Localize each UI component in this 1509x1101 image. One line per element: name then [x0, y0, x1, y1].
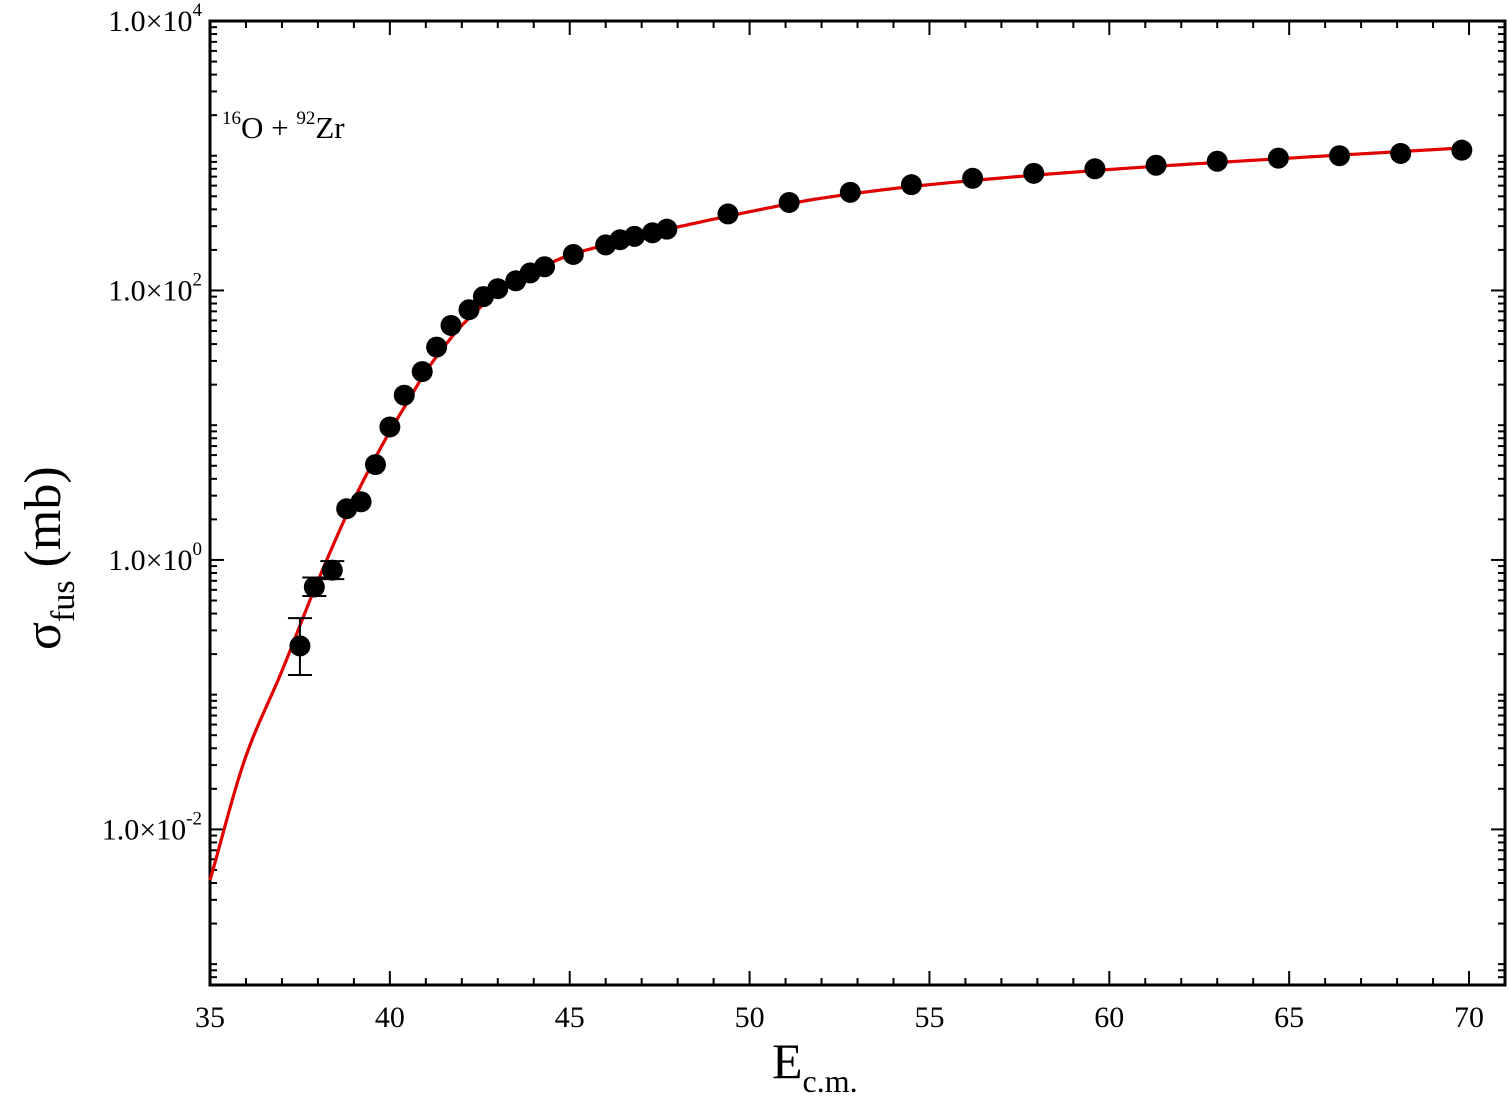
data-point — [1390, 142, 1412, 164]
x-tick-label: 70 — [1454, 1001, 1484, 1034]
data-point — [426, 336, 448, 358]
y-axis-title: σfus (mb) — [15, 466, 82, 650]
data-points-layer — [287, 139, 1473, 676]
plot-frame — [208, 19, 1507, 987]
data-point — [379, 416, 401, 438]
data-point — [1267, 147, 1289, 169]
data-point — [900, 174, 922, 196]
data-point — [303, 576, 325, 598]
data-point — [440, 314, 462, 336]
x-tick-label: 40 — [375, 1001, 405, 1034]
data-point — [623, 225, 645, 247]
data-point — [656, 218, 678, 240]
data-point — [839, 181, 861, 203]
data-point — [350, 491, 372, 513]
annotation-plus: + — [263, 110, 296, 145]
axis-ticks — [209, 20, 1506, 986]
annotation-mass1: 16 — [222, 108, 241, 129]
data-point — [487, 278, 509, 300]
data-point — [962, 167, 984, 189]
x-tick-label: 35 — [195, 1001, 225, 1034]
data-point — [1329, 145, 1351, 167]
reaction-annotation: 16O + 92Zr — [222, 108, 345, 145]
x-tick-label: 65 — [1274, 1001, 1304, 1034]
x-tick-labels: 35 40 45 50 55 60 65 70 — [195, 1001, 1484, 1034]
y-axis-title-sub: fus — [45, 580, 82, 622]
data-point — [1206, 150, 1228, 172]
data-point — [534, 256, 556, 278]
fit-curve — [208, 145, 1470, 881]
x-tick-label: 50 — [735, 1001, 765, 1034]
data-point — [289, 635, 311, 657]
x-tick-label: 55 — [914, 1001, 944, 1034]
x-axis-title-main: E — [772, 1033, 803, 1089]
y-tick-label: 1.0×100 — [108, 539, 202, 577]
data-point — [562, 243, 584, 265]
data-point — [717, 203, 739, 225]
data-point — [411, 361, 433, 383]
x-tick-label: 45 — [555, 1001, 585, 1034]
annotation-element1: O — [241, 110, 263, 145]
data-point — [1023, 162, 1045, 184]
data-point — [393, 384, 415, 406]
y-tick-labels: 1.0×104 1.0×102 1.0×100 1.0×10-2 — [102, 0, 203, 846]
y-axis-title-rest: (mb) — [15, 466, 72, 580]
y-tick-label: 1.0×102 — [108, 269, 202, 307]
data-point — [778, 191, 800, 213]
x-axis-title-sub: c.m. — [803, 1063, 858, 1099]
x-axis-title: Ec.m. — [772, 1033, 858, 1099]
data-point — [364, 454, 386, 476]
y-axis-title-main: σ — [15, 622, 72, 650]
x-tick-label: 60 — [1094, 1001, 1124, 1034]
annotation-element2: Zr — [315, 110, 345, 145]
data-point — [1451, 139, 1473, 161]
data-point — [321, 559, 343, 581]
data-point — [1084, 158, 1106, 180]
data-point — [458, 299, 480, 321]
data-point — [1145, 154, 1167, 176]
fit-curve-layer — [208, 145, 1470, 881]
y-tick-label: 1.0×10-2 — [102, 808, 202, 846]
y-tick-label: 1.0×104 — [108, 0, 202, 38]
annotation-mass2: 92 — [296, 108, 315, 129]
